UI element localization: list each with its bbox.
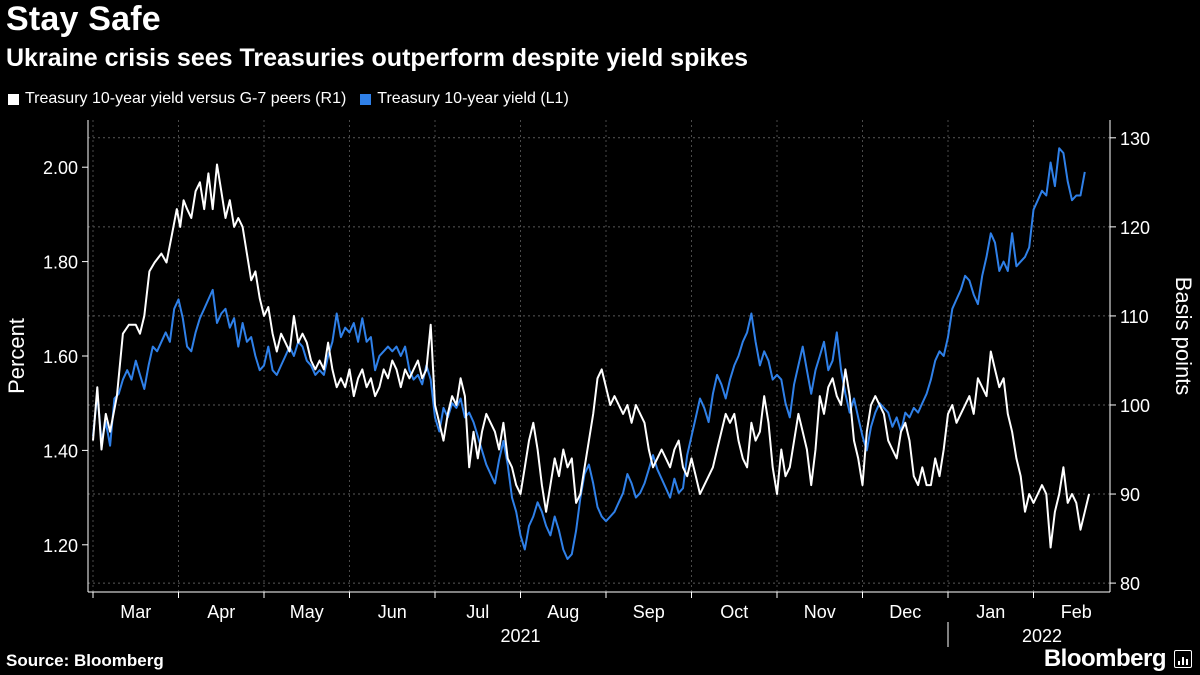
x-month-label: Jul	[466, 602, 489, 622]
x-month-label: Mar	[120, 602, 151, 622]
series-lines	[92, 147, 1091, 560]
right-tick-label: 80	[1120, 574, 1140, 594]
x-month-label: Oct	[720, 602, 748, 622]
right-tick-label: 100	[1120, 396, 1150, 416]
x-month-label: Dec	[889, 602, 921, 622]
x-month-label: Feb	[1061, 602, 1092, 622]
left-tick-label: 1.60	[43, 347, 78, 367]
left-tick-label: 1.80	[43, 253, 78, 273]
brand-logo: Bloomberg	[1043, 645, 1167, 672]
bloomberg-bars-icon	[1174, 650, 1192, 668]
x-month-label: Jun	[378, 602, 407, 622]
x-year-label-2021: 2021	[500, 626, 540, 646]
legend-label-g7-spread: Treasury 10-year yield versus G-7 peers …	[25, 90, 347, 107]
series-line-10y-yield	[92, 147, 1086, 560]
left-tick-label: 2.00	[43, 158, 78, 178]
legend-label-10y-yield: Treasury 10-year yield (L1)	[377, 90, 569, 107]
axis-labels: 1.20 1.40 1.60 1.80 2.00 80 90 100 110 120 130 Mar A…	[4, 129, 1196, 646]
grid-lines	[88, 120, 1110, 592]
legend-swatch-blue	[360, 93, 372, 105]
right-axis-title: Basis points	[1171, 277, 1196, 396]
axes	[82, 120, 1116, 647]
x-month-label: May	[290, 602, 324, 622]
legend: Treasury 10-year yield versus G-7 peers …	[8, 90, 583, 108]
x-month-label: Apr	[207, 602, 235, 622]
source-note: Source: Bloomberg	[6, 651, 164, 670]
left-tick-label: 1.20	[43, 536, 78, 556]
legend-swatch-white	[8, 93, 19, 105]
right-tick-label: 110	[1120, 307, 1149, 327]
right-tick-label: 120	[1120, 218, 1150, 238]
left-axis-title: Percent	[4, 318, 29, 394]
series-line-g7-spread	[92, 163, 1091, 549]
x-month-label: Sep	[633, 602, 665, 622]
chart-title: Stay Safe	[6, 0, 161, 38]
x-year-label-2022: 2022	[1022, 626, 1062, 646]
x-month-label: Aug	[547, 602, 579, 622]
x-month-label: Nov	[804, 602, 836, 622]
right-tick-label: 130	[1120, 129, 1150, 149]
legend-item-10y-yield: Treasury 10-year yield (L1)	[360, 90, 569, 108]
left-tick-label: 1.40	[43, 441, 78, 461]
x-month-label: Jan	[976, 602, 1005, 622]
chart-subtitle: Ukraine crisis sees Treasuries outperfor…	[6, 44, 749, 72]
right-tick-label: 90	[1120, 485, 1140, 505]
legend-item-g7-spread: Treasury 10-year yield versus G-7 peers …	[8, 90, 346, 108]
